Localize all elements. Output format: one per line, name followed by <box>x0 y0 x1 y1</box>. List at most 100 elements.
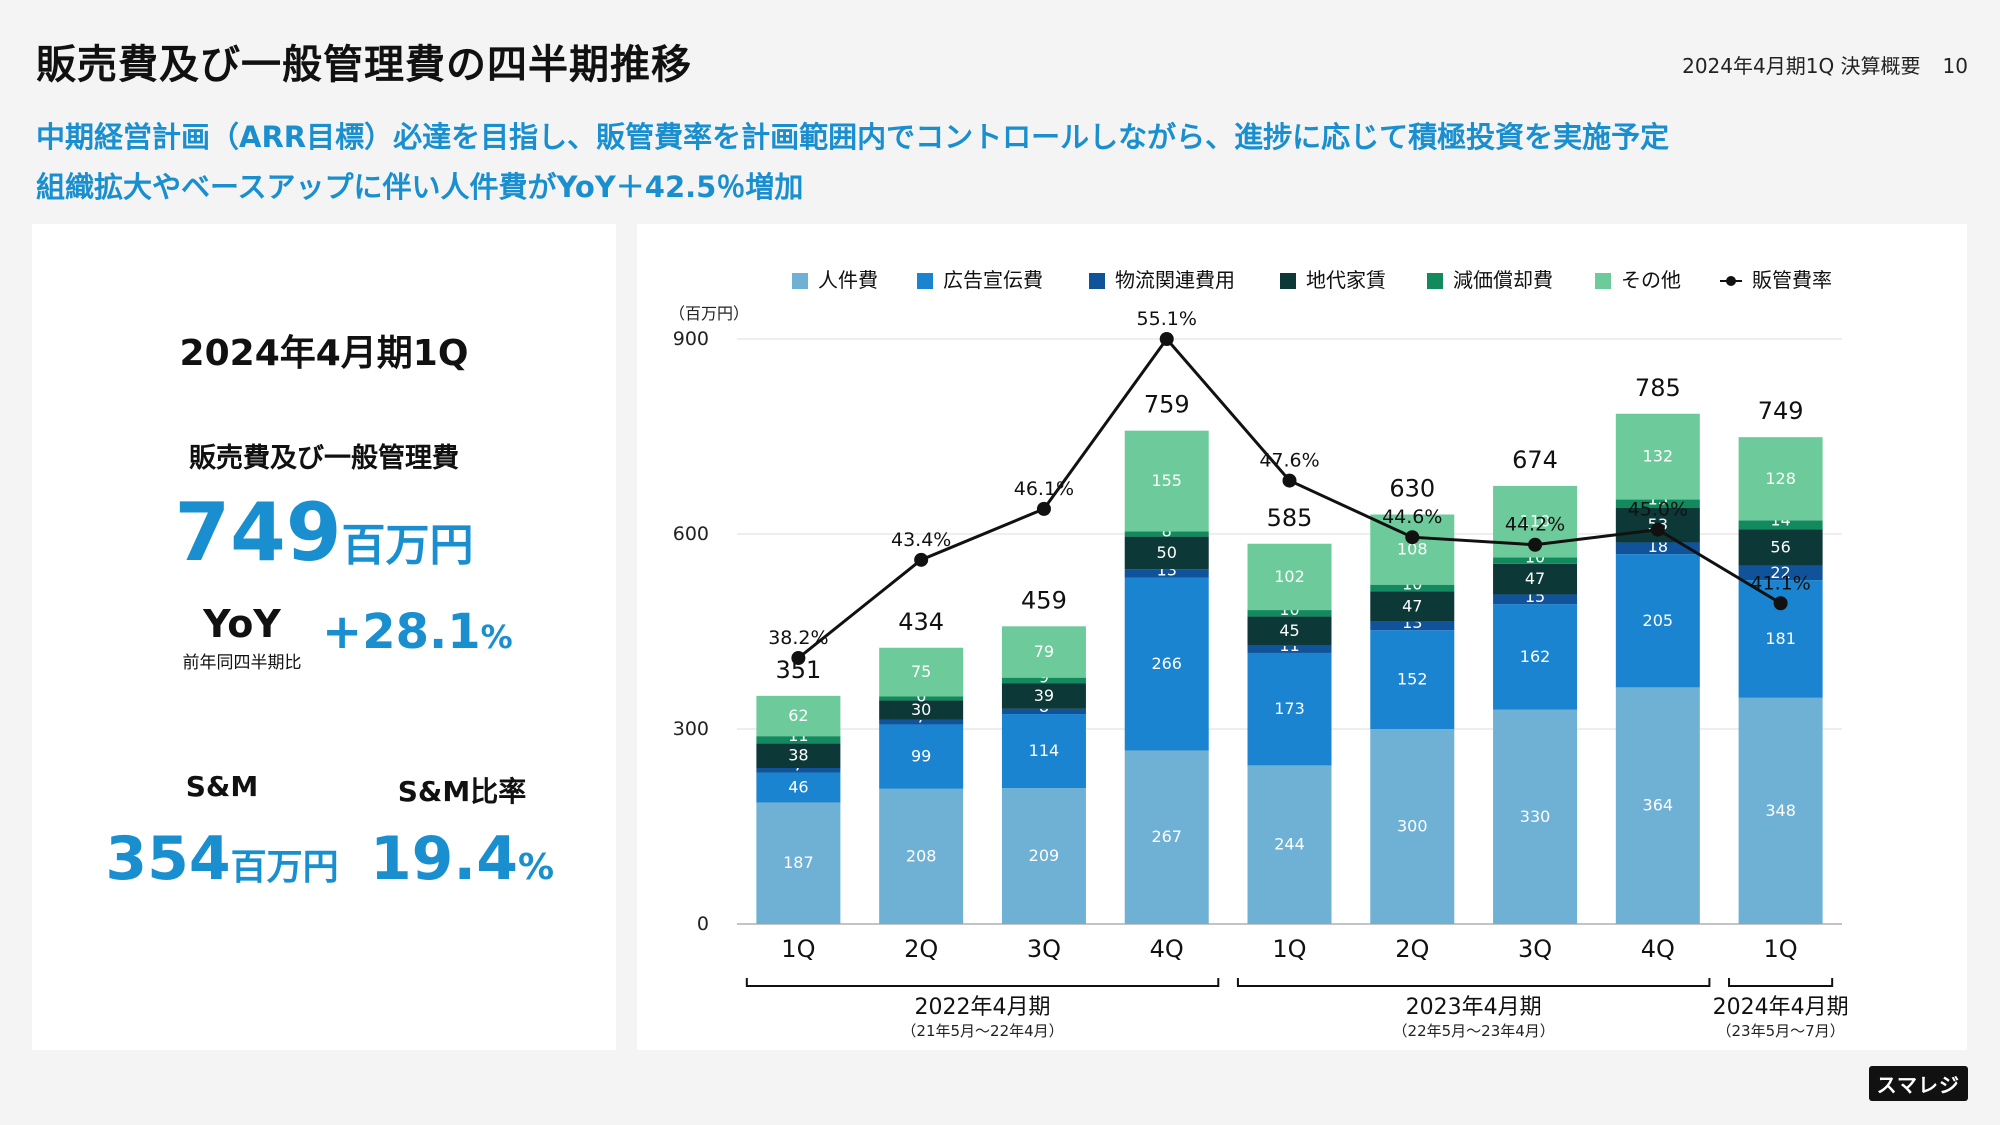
period-sublabel: （23年5月～7月） <box>1717 1022 1845 1040</box>
period-label: 2024年4月期 <box>1713 995 1849 1020</box>
sga-ratio-label: 43.4% <box>891 529 951 551</box>
bar-value-label-other: 75 <box>911 662 931 681</box>
bar-total-label: 585 <box>1267 504 1313 532</box>
bar-value-label-rent: 30 <box>911 700 931 719</box>
company-logo: スマレジ <box>1868 1066 1968 1101</box>
sm-ratio-label: S&M比率 <box>397 775 527 808</box>
x-tick-label: 2Q <box>904 935 938 963</box>
legend-label-rent: 地代家賃 <box>1306 268 1386 292</box>
bar-segment-depreciation <box>1247 610 1332 617</box>
sga-label: 販売費及び一般管理費 <box>189 443 459 474</box>
sga-ratio-point <box>914 552 929 567</box>
sga-ratio-point <box>791 651 806 665</box>
legend-item-logistics: 物流関連費用 <box>1089 264 1235 293</box>
sga-ratio-point <box>1773 596 1788 611</box>
sga-ratio-label: 44.2% <box>1505 514 1565 536</box>
bar-segment-advertising <box>1615 554 1700 688</box>
legend-swatch-logistics <box>1089 273 1105 289</box>
period-bracket <box>1728 978 1834 987</box>
bar-segment-personnel <box>1615 687 1700 924</box>
bar-segment-other <box>1615 413 1700 500</box>
sga-number: 749 <box>174 486 342 579</box>
sga-ratio-point <box>1159 332 1174 346</box>
bar-segment-advertising <box>1247 652 1332 766</box>
bar-value-label-rent: 38 <box>788 746 808 765</box>
legend-swatch-rent <box>1280 273 1296 289</box>
x-tick-label: 4Q <box>1150 935 1184 963</box>
bar-segment-advertising <box>1001 714 1086 789</box>
bar-segment-rent <box>1001 683 1086 709</box>
sga-ratio-label: 44.6% <box>1382 506 1442 528</box>
bar-value-label-rent: 45 <box>1279 621 1299 640</box>
y-tick-label: 600 <box>673 523 709 545</box>
legend-label-logistics: 物流関連費用 <box>1115 268 1235 292</box>
sga-ratio-point <box>1036 501 1051 516</box>
period-sublabel: （21年5月～22年4月） <box>901 1022 1063 1040</box>
legend-swatch-personnel <box>792 273 808 289</box>
sga-ratio-label: 38.2% <box>768 627 828 649</box>
x-tick-label: 1Q <box>781 935 815 963</box>
bar-segment-other <box>756 695 841 737</box>
yoy-number: +28.1 <box>322 604 481 660</box>
bar-segment-personnel <box>1247 765 1332 924</box>
bar-value-label-rent: 56 <box>1770 538 1790 557</box>
sm-ratio-value: 19.4% <box>332 824 592 894</box>
bar-segment-depreciation <box>879 696 964 701</box>
bar-value-label-personnel: 244 <box>1274 835 1305 854</box>
bar-segment-logistics <box>879 719 964 725</box>
bar-value-label-personnel: 330 <box>1520 807 1551 826</box>
yoy-percent: % <box>480 618 513 656</box>
yoy-label: YoY <box>203 602 281 646</box>
legend-swatch-advertising <box>917 273 933 289</box>
sga-ratio-label: 47.6% <box>1259 450 1319 472</box>
bar-segment-personnel <box>1001 788 1086 924</box>
bar-segment-other <box>1370 514 1455 585</box>
report-header: 2024年4月期1Q 決算概要 10 <box>1682 50 1968 79</box>
bar-value-label-personnel: 208 <box>906 846 937 865</box>
legend-label-personnel: 人件費 <box>818 268 878 292</box>
bar-segment-advertising <box>1124 577 1209 751</box>
summary-period: 2024年4月期1Q <box>179 333 469 374</box>
bar-value-label-logistics: 22 <box>1770 563 1790 582</box>
bar-value-label-personnel: 267 <box>1151 827 1182 846</box>
sm-ratio-percent: % <box>517 847 555 888</box>
period-label: 2023年4月期 <box>1406 995 1542 1020</box>
legend-item-rent: 地代家賃 <box>1280 264 1386 293</box>
legend-label-sga-ratio: 販管費率 <box>1752 268 1832 292</box>
bar-value-label-advertising: 152 <box>1397 670 1428 689</box>
subtitle-line-2: 組織拡大やベースアップに伴い人件費がYoY＋42.5％増加 <box>36 170 804 204</box>
bar-total-label: 459 <box>1021 586 1067 614</box>
sga-ratio-point <box>1282 473 1297 488</box>
bar-value-label-personnel: 187 <box>783 853 814 872</box>
yoy-sublabel: 前年同四半期比 <box>182 653 302 673</box>
bar-segment-logistics <box>1493 594 1578 605</box>
bar-value-label-advertising: 173 <box>1274 699 1305 718</box>
sga-ratio-label: 55.1% <box>1137 308 1197 330</box>
bar-segment-rent <box>1124 536 1209 570</box>
bar-value-label-rent: 39 <box>1034 686 1054 705</box>
legend-label-other: その他 <box>1621 268 1681 292</box>
legend-swatch-other <box>1595 273 1611 289</box>
period-bracket <box>1236 978 1711 987</box>
bar-segment-personnel <box>756 802 841 924</box>
sm-number: 354 <box>105 824 231 894</box>
legend-marker-sga-ratio <box>1720 274 1742 288</box>
bar-total-label: 630 <box>1389 475 1435 503</box>
bar-segment-depreciation <box>1615 499 1700 508</box>
bar-value-label-advertising: 266 <box>1151 654 1182 673</box>
sga-ratio-label: 41.1% <box>1750 572 1810 594</box>
bar-segment-personnel <box>1124 750 1209 924</box>
sga-ratio-point <box>1528 537 1543 552</box>
bar-value-label-personnel: 348 <box>1765 801 1796 820</box>
bar-segment-depreciation <box>1124 531 1209 537</box>
bar-segment-other <box>879 647 964 697</box>
bar-value-label-personnel: 209 <box>1029 846 1060 865</box>
yoy-value: +28.1% <box>322 604 513 660</box>
x-tick-label: 4Q <box>1641 935 1675 963</box>
sm-unit: 百万円 <box>230 847 339 888</box>
summary-card: 2024年4月期1Q 販売費及び一般管理費 749 百万円 YoY 前年同四半期比… <box>32 224 616 1050</box>
sga-ratio-label: 46.1% <box>1014 478 1074 500</box>
bar-value-label-other: 102 <box>1274 567 1305 586</box>
bar-segment-personnel <box>879 788 964 924</box>
x-tick-label: 1Q <box>1272 935 1306 963</box>
